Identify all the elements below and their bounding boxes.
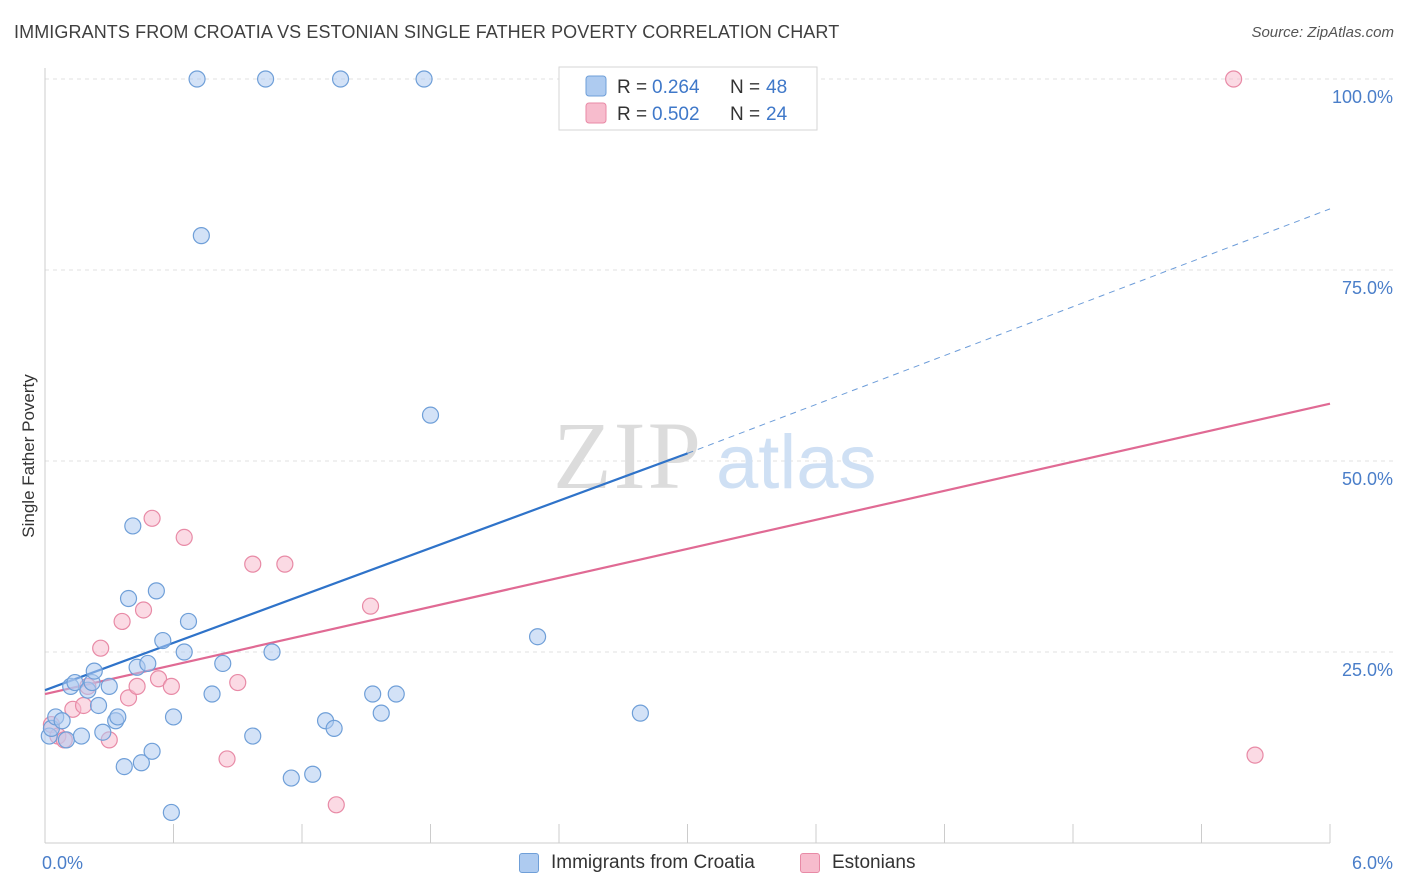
data-points bbox=[40, 70, 1264, 822]
trend-lines bbox=[44, 208, 1331, 696]
data-point-croatia bbox=[132, 754, 150, 772]
data-point-croatia bbox=[124, 517, 142, 535]
y-tick-labels: 25.0% 50.0% 75.0% 100.0% bbox=[1332, 87, 1393, 680]
data-point-croatia bbox=[179, 612, 198, 631]
watermark: ZIP atlas bbox=[553, 402, 877, 509]
data-point-croatia bbox=[256, 70, 275, 88]
data-point-croatia bbox=[115, 757, 133, 776]
legend-n-label-estonians: N = bbox=[730, 104, 760, 125]
data-point-croatia bbox=[57, 731, 76, 749]
data-point-croatia bbox=[188, 70, 206, 88]
data-point-estonians bbox=[149, 670, 168, 688]
data-point-estonians bbox=[327, 796, 345, 814]
data-point-croatia bbox=[421, 406, 440, 424]
y-tick-label: 100.0% bbox=[1332, 87, 1393, 107]
data-point-croatia bbox=[154, 631, 172, 650]
watermark-atlas: atlas bbox=[716, 420, 877, 505]
legend-r-label-estonians: R = bbox=[617, 104, 647, 125]
legend-r-value-estonians: 0.502 bbox=[652, 104, 700, 125]
trend-line-estonians bbox=[44, 402, 1331, 696]
data-point-croatia bbox=[143, 742, 161, 760]
chart-title: IMMIGRANTS FROM CROATIA VS ESTONIAN SING… bbox=[14, 22, 840, 42]
legend-item-label-estonians: Estonians bbox=[832, 852, 916, 873]
data-point-croatia bbox=[72, 727, 91, 745]
legend-swatch-estonians bbox=[585, 102, 607, 124]
x-tick-label-min: 0.0% bbox=[42, 853, 83, 873]
y-tick-label: 75.0% bbox=[1342, 278, 1393, 298]
data-point-croatia bbox=[214, 654, 232, 673]
y-axis-title: Single Father Poverty bbox=[19, 374, 38, 538]
legend-r-label-croatia: R = bbox=[617, 77, 647, 98]
legend-n-label-croatia: N = bbox=[730, 77, 760, 98]
legend-swatch-croatia bbox=[585, 75, 607, 97]
data-point-estonians bbox=[1246, 746, 1264, 764]
data-point-croatia bbox=[100, 677, 118, 695]
legend-item-estonians: Estonians bbox=[800, 852, 915, 874]
data-point-croatia bbox=[282, 769, 300, 787]
data-point-estonians bbox=[218, 750, 236, 768]
data-point-estonians bbox=[113, 612, 131, 631]
data-point-estonians bbox=[74, 696, 93, 715]
data-point-croatia bbox=[244, 727, 262, 745]
data-point-croatia bbox=[325, 719, 343, 738]
data-point-estonians bbox=[361, 597, 380, 615]
legend-item-label-croatia: Immigrants from Croatia bbox=[551, 852, 755, 873]
source-label: Source: ZipAtlas.com bbox=[1251, 24, 1394, 41]
data-point-croatia bbox=[175, 643, 193, 661]
y-tick-label: 25.0% bbox=[1342, 660, 1393, 680]
data-point-estonians bbox=[1225, 70, 1243, 88]
data-point-croatia bbox=[94, 723, 112, 741]
data-point-estonians bbox=[119, 689, 138, 707]
data-point-croatia bbox=[53, 712, 71, 730]
data-point-croatia bbox=[631, 704, 649, 722]
legend-r-value-croatia: 0.264 bbox=[652, 77, 700, 98]
data-point-croatia bbox=[304, 765, 322, 783]
data-point-croatia bbox=[89, 696, 108, 715]
data-point-croatia bbox=[364, 685, 382, 703]
legend-item-croatia: Immigrants from Croatia bbox=[519, 852, 755, 874]
data-point-croatia bbox=[528, 628, 547, 646]
data-point-croatia bbox=[162, 803, 180, 822]
data-point-croatia bbox=[109, 708, 127, 726]
data-point-croatia bbox=[66, 673, 84, 692]
data-point-estonians bbox=[92, 639, 110, 657]
legend-n-value-croatia: 48 bbox=[766, 77, 787, 98]
trend-line-croatia-extension bbox=[687, 208, 1331, 454]
data-point-estonians bbox=[244, 555, 262, 573]
data-point-croatia bbox=[415, 70, 433, 88]
axes bbox=[44, 68, 1331, 844]
stats-legend: R = 0.264 N = 48 R = 0.502 N = 24 bbox=[558, 66, 818, 131]
legend-item-swatch-estonians bbox=[800, 853, 820, 873]
data-point-croatia bbox=[85, 662, 103, 680]
data-point-estonians bbox=[162, 677, 180, 695]
data-point-croatia bbox=[119, 589, 138, 608]
data-point-estonians bbox=[143, 509, 161, 527]
data-point-estonians bbox=[134, 601, 153, 619]
data-point-croatia bbox=[387, 685, 405, 703]
data-point-croatia bbox=[139, 654, 157, 673]
data-point-estonians bbox=[276, 555, 294, 573]
data-point-croatia bbox=[263, 643, 281, 661]
y-tick-label: 50.0% bbox=[1342, 469, 1393, 489]
data-point-croatia bbox=[147, 582, 165, 600]
legend-n-value-estonians: 24 bbox=[766, 104, 788, 125]
data-point-estonians bbox=[229, 673, 247, 692]
legend-item-swatch-croatia bbox=[519, 853, 539, 873]
data-point-estonians bbox=[175, 528, 193, 547]
data-point-croatia bbox=[164, 708, 183, 726]
trend-line-croatia bbox=[44, 452, 688, 692]
data-point-croatia bbox=[203, 685, 221, 703]
data-point-croatia bbox=[192, 227, 210, 245]
data-point-estonians bbox=[128, 677, 146, 695]
data-point-croatia bbox=[372, 704, 390, 722]
watermark-zip: ZIP bbox=[553, 402, 703, 509]
x-tick-label-max: 6.0% bbox=[1352, 853, 1393, 873]
series-legend: Immigrants from Croatia Estonians bbox=[0, 850, 1406, 880]
data-point-croatia bbox=[331, 70, 350, 88]
